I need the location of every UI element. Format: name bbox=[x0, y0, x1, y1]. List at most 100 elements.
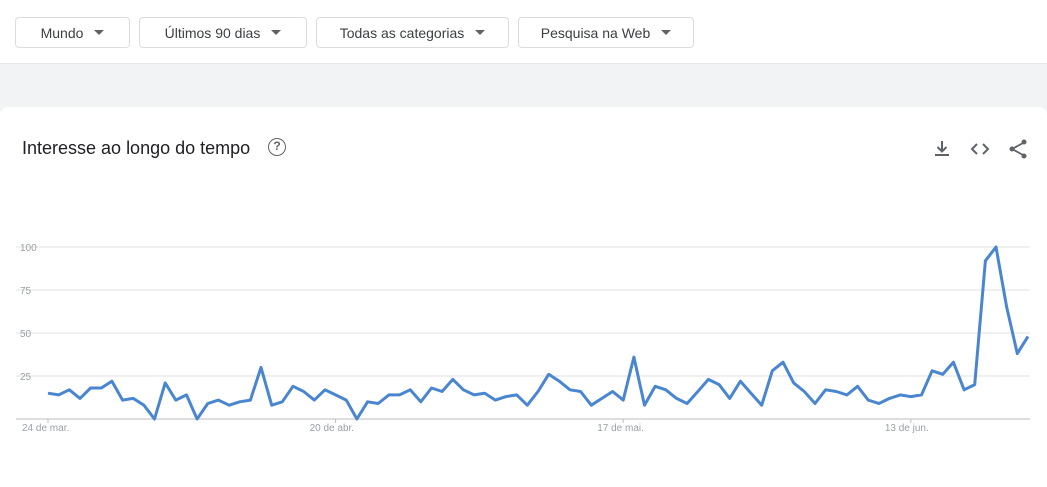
data-point[interactable] bbox=[567, 387, 573, 393]
data-point[interactable] bbox=[98, 385, 104, 391]
data-point[interactable] bbox=[269, 402, 275, 408]
data-point[interactable] bbox=[940, 371, 946, 377]
data-point[interactable] bbox=[769, 368, 775, 374]
data-point[interactable] bbox=[322, 387, 328, 393]
data-point[interactable] bbox=[982, 258, 988, 264]
data-point[interactable] bbox=[865, 397, 871, 403]
data-point[interactable] bbox=[247, 397, 253, 403]
data-point[interactable] bbox=[833, 388, 839, 394]
data-point[interactable] bbox=[215, 397, 221, 403]
data-point[interactable] bbox=[343, 397, 349, 403]
data-point[interactable] bbox=[514, 392, 520, 398]
data-point[interactable] bbox=[183, 392, 189, 398]
data-point[interactable] bbox=[855, 383, 861, 389]
data-point[interactable] bbox=[673, 395, 679, 401]
data-point[interactable] bbox=[684, 401, 690, 407]
data-point[interactable] bbox=[460, 387, 466, 393]
data-point[interactable] bbox=[471, 392, 477, 398]
data-point[interactable] bbox=[663, 387, 669, 393]
data-point[interactable] bbox=[876, 401, 882, 407]
data-point[interactable] bbox=[844, 392, 850, 398]
data-point[interactable] bbox=[354, 416, 360, 422]
data-point[interactable] bbox=[1004, 304, 1010, 310]
data-point[interactable] bbox=[66, 387, 72, 393]
data-point[interactable] bbox=[578, 388, 584, 394]
data-point[interactable] bbox=[599, 395, 605, 401]
data-point[interactable] bbox=[695, 388, 701, 394]
data-point[interactable] bbox=[503, 394, 509, 400]
data-point[interactable] bbox=[961, 387, 967, 393]
data-point[interactable] bbox=[791, 380, 797, 386]
data-point[interactable] bbox=[450, 376, 456, 382]
data-point[interactable] bbox=[652, 383, 658, 389]
data-point[interactable] bbox=[56, 392, 62, 398]
data-point[interactable] bbox=[375, 401, 381, 407]
data-point[interactable] bbox=[737, 378, 743, 384]
data-point[interactable] bbox=[727, 395, 733, 401]
data-point[interactable] bbox=[173, 397, 179, 403]
region-dropdown[interactable]: Mundo bbox=[15, 17, 130, 48]
data-point[interactable] bbox=[801, 388, 807, 394]
data-point[interactable] bbox=[950, 359, 956, 365]
data-point[interactable] bbox=[556, 378, 562, 384]
data-point[interactable] bbox=[929, 368, 935, 374]
data-point[interactable] bbox=[546, 371, 552, 377]
data-point[interactable] bbox=[45, 390, 51, 396]
data-point[interactable] bbox=[311, 397, 317, 403]
data-point[interactable] bbox=[237, 399, 243, 405]
data-point[interactable] bbox=[290, 383, 296, 389]
data-point[interactable] bbox=[482, 390, 488, 396]
data-point[interactable] bbox=[887, 395, 893, 401]
data-point[interactable] bbox=[631, 354, 637, 360]
series-line[interactable] bbox=[47, 245, 1030, 421]
data-point[interactable] bbox=[77, 395, 83, 401]
data-point[interactable] bbox=[407, 387, 413, 393]
help-icon[interactable]: ? bbox=[268, 138, 286, 156]
data-point[interactable] bbox=[588, 402, 594, 408]
data-point[interactable] bbox=[439, 388, 445, 394]
data-point[interactable] bbox=[365, 399, 371, 405]
data-point[interactable] bbox=[279, 399, 285, 405]
data-point[interactable] bbox=[194, 416, 200, 422]
data-point[interactable] bbox=[610, 388, 616, 394]
category-dropdown[interactable]: Todas as categorias bbox=[316, 17, 509, 48]
data-point[interactable] bbox=[705, 376, 711, 382]
data-point[interactable] bbox=[993, 244, 999, 250]
data-point[interactable] bbox=[812, 401, 818, 407]
data-point[interactable] bbox=[333, 392, 339, 398]
data-point[interactable] bbox=[205, 401, 211, 407]
data-point[interactable] bbox=[428, 385, 434, 391]
data-point[interactable] bbox=[823, 387, 829, 393]
data-point[interactable] bbox=[162, 380, 168, 386]
share-icon[interactable] bbox=[1006, 137, 1030, 161]
data-point[interactable] bbox=[492, 397, 498, 403]
data-point[interactable] bbox=[524, 402, 530, 408]
data-point[interactable] bbox=[748, 390, 754, 396]
data-point[interactable] bbox=[972, 382, 978, 388]
data-point[interactable] bbox=[386, 392, 392, 398]
data-point[interactable] bbox=[226, 402, 232, 408]
data-point[interactable] bbox=[897, 392, 903, 398]
data-point[interactable] bbox=[908, 394, 914, 400]
data-point[interactable] bbox=[301, 388, 307, 394]
data-point[interactable] bbox=[152, 416, 158, 422]
data-point[interactable] bbox=[1014, 351, 1020, 357]
data-point[interactable] bbox=[535, 388, 541, 394]
embed-icon[interactable] bbox=[968, 137, 992, 161]
data-point[interactable] bbox=[716, 382, 722, 388]
data-point[interactable] bbox=[642, 402, 648, 408]
data-point[interactable] bbox=[109, 378, 115, 384]
data-point[interactable] bbox=[258, 364, 264, 370]
data-point[interactable] bbox=[620, 397, 626, 403]
data-point[interactable] bbox=[130, 395, 136, 401]
data-point[interactable] bbox=[141, 402, 147, 408]
period-dropdown[interactable]: Últimos 90 dias bbox=[139, 17, 307, 48]
data-point[interactable] bbox=[397, 392, 403, 398]
data-point[interactable] bbox=[759, 402, 765, 408]
data-point[interactable] bbox=[780, 359, 786, 365]
data-point[interactable] bbox=[88, 385, 94, 391]
search-type-dropdown[interactable]: Pesquisa na Web bbox=[518, 17, 694, 48]
data-point[interactable] bbox=[1025, 333, 1031, 339]
download-icon[interactable] bbox=[930, 137, 954, 161]
data-point[interactable] bbox=[120, 397, 126, 403]
